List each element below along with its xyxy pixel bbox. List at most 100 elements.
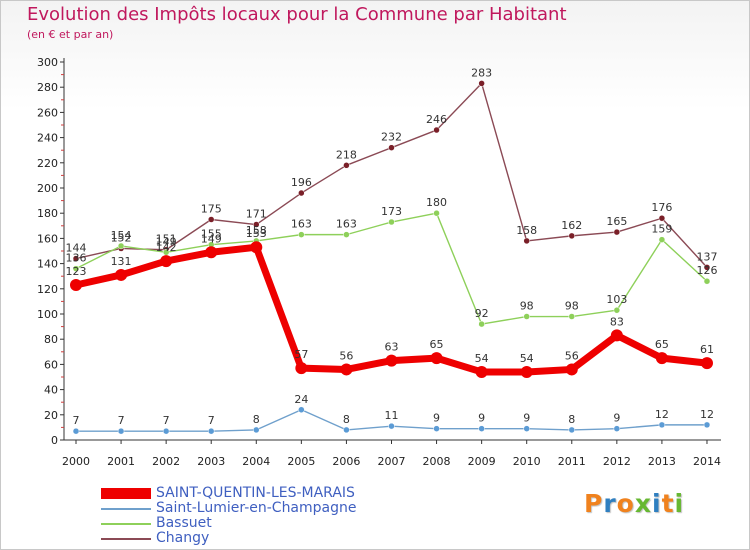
data-point-saint-quentin-les-marais [610, 329, 623, 342]
data-point-changy [253, 221, 260, 228]
y-tick-label: 300 [37, 56, 58, 69]
data-label-changy: 218 [336, 148, 357, 161]
data-label-saint-quentin-les-marais: 56 [339, 349, 353, 362]
data-label-saint-quentin-les-marais: 153 [246, 227, 267, 240]
data-point-saint-quentin-les-marais [655, 352, 668, 365]
data-point-changy [343, 162, 350, 169]
data-point-changy [433, 126, 440, 134]
data-label-saint-quentin-les-marais: 61 [700, 343, 714, 356]
data-point-bassuet [343, 231, 350, 238]
data-point-saint-quentin-les-marais [520, 365, 533, 378]
x-tick-label: 2005 [287, 455, 315, 468]
data-label-bassuet: 98 [520, 300, 534, 313]
logo-letter: i [674, 489, 685, 518]
legend-label-saint-quentin: SAINT-QUENTIN-LES-MARAIS [156, 485, 355, 501]
series-saint-quentin-les-marais [70, 241, 713, 378]
data-point-saint-quentin-les-marais [340, 363, 353, 376]
data-point-bassuet [523, 313, 530, 320]
legend-label-changy: Changy [156, 530, 210, 546]
x-tick-label: 2001 [107, 455, 135, 468]
data-label-saint-lumier-en-champagne: 24 [294, 393, 308, 406]
data-point-saint-lumier-en-champagne [388, 422, 395, 430]
data-label-bassuet: 149 [156, 235, 177, 248]
data-point-saint-quentin-les-marais [70, 279, 82, 292]
data-label-saint-lumier-en-champagne: 7 [163, 414, 170, 427]
data-point-changy [388, 144, 395, 151]
legend-swatch-bassuet [101, 523, 151, 525]
data-point-changy [478, 80, 485, 87]
data-label-changy: 196 [291, 176, 312, 189]
data-label-bassuet: 180 [426, 196, 447, 209]
data-label-saint-lumier-en-champagne: 9 [433, 412, 440, 425]
data-label-saint-lumier-en-champagne: 12 [655, 408, 669, 421]
legend-label-bassuet: Bassuet [156, 515, 212, 531]
data-point-changy [298, 189, 305, 197]
y-tick-label: 20 [44, 409, 58, 422]
data-point-saint-lumier-en-champagne [613, 425, 621, 432]
data-point-saint-quentin-les-marais [475, 365, 488, 378]
logo-letter: P [584, 489, 604, 518]
data-point-saint-lumier-en-champagne [253, 426, 260, 434]
x-tick-label: 2007 [377, 455, 405, 468]
data-label-saint-quentin-les-marais: 65 [655, 338, 669, 351]
data-point-saint-quentin-les-marais [295, 362, 308, 375]
y-tick-label: 0 [51, 434, 58, 447]
data-point-changy [568, 232, 576, 240]
legend-swatch-saint-lumier [101, 508, 151, 510]
y-tick-label: 180 [37, 207, 58, 220]
data-point-bassuet [703, 277, 711, 285]
data-label-bassuet: 163 [291, 218, 312, 231]
data-label-changy: 283 [471, 66, 492, 79]
data-point-bassuet [658, 236, 666, 243]
data-point-saint-quentin-les-marais [430, 352, 443, 365]
data-point-changy [658, 214, 666, 222]
data-point-saint-quentin-les-marais [160, 255, 173, 268]
x-tick-label: 2006 [332, 455, 360, 468]
x-tick-label: 2010 [513, 455, 541, 468]
data-point-saint-lumier-en-champagne [298, 406, 305, 414]
data-point-bassuet [433, 209, 440, 217]
y-tick-label: 140 [37, 258, 58, 271]
x-tick-label: 2012 [603, 455, 631, 468]
chart-subtitle: (en € et par an) [27, 28, 114, 41]
data-label-changy: 151 [156, 233, 177, 246]
chart-title: Evolution des Impôts locaux pour la Comm… [27, 4, 567, 25]
x-tick-label: 2009 [468, 455, 496, 468]
data-label-bassuet: 163 [336, 218, 357, 231]
proxiti-logo[interactable]: Proxiti [584, 489, 684, 518]
data-point-saint-lumier-en-champagne [72, 427, 80, 435]
axes: 0 20 40 60 80 100 120 140 160 180 200 220 240 260 280 3… [37, 56, 721, 468]
logo-letter: o [616, 489, 635, 518]
series-layer [70, 80, 713, 435]
data-label-changy: 165 [606, 215, 627, 228]
x-tick-label: 2011 [558, 455, 586, 468]
data-point-bassuet [72, 265, 80, 272]
data-point-bassuet [388, 218, 395, 226]
data-label-saint-quentin-les-marais: 65 [430, 338, 444, 351]
data-point-saint-quentin-les-marais [385, 354, 398, 367]
data-point-saint-quentin-les-marais [115, 268, 128, 281]
data-label-changy: 176 [651, 201, 672, 214]
data-label-bassuet: 159 [651, 223, 672, 236]
data-point-bassuet [117, 242, 125, 250]
data-label-saint-quentin-les-marais: 83 [610, 315, 624, 328]
data-label-bassuet: 158 [246, 224, 267, 237]
logo-letter: r [603, 489, 617, 518]
x-tick-label: 2003 [197, 455, 225, 468]
data-point-saint-lumier-en-champagne [162, 427, 170, 435]
data-label-changy: 162 [561, 219, 582, 232]
x-tick-label: 2013 [648, 455, 676, 468]
x-tick-label: 2008 [423, 455, 451, 468]
data-label-saint-lumier-en-champagne: 7 [118, 414, 125, 427]
data-point-saint-lumier-en-champagne [658, 421, 666, 429]
y-tick-label: 200 [37, 182, 58, 195]
data-point-saint-lumier-en-champagne [207, 427, 215, 435]
x-tick-label: 2002 [152, 455, 180, 468]
data-label-saint-quentin-les-marais: 142 [156, 241, 177, 254]
y-tick-label: 160 [37, 232, 58, 245]
data-point-saint-quentin-les-marais [250, 241, 263, 254]
legend-swatch-saint-quentin [101, 488, 151, 499]
data-label-saint-quentin-les-marais: 123 [66, 265, 87, 278]
legend-swatch-changy [101, 538, 151, 540]
y-tick-label: 260 [37, 106, 58, 119]
